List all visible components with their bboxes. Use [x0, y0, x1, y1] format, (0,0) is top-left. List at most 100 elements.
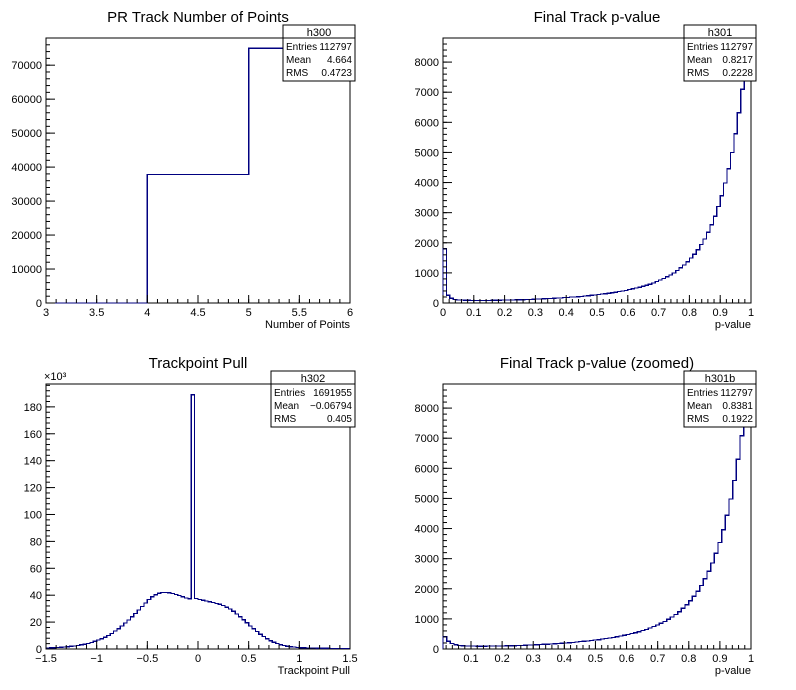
x-tick-label: 0.3	[528, 307, 543, 319]
stats-histogram-name: h301b	[705, 373, 736, 385]
stats-value: 112797	[720, 42, 753, 53]
y-tick-label: 60	[30, 563, 42, 575]
y-tick-label: 6000	[415, 117, 439, 129]
y-tick-label: 2000	[415, 584, 439, 596]
stats-label: Entries	[687, 42, 718, 53]
stats-value: 0.4723	[321, 68, 352, 79]
y-tick-label: 4000	[415, 524, 439, 536]
x-tick-label: 6	[347, 307, 353, 319]
y-tick-label: 3000	[415, 554, 439, 566]
stats-box: h301b Entries 112797 Mean 0.8381 RMS 0.1922	[683, 370, 757, 428]
x-tick-label: 1	[748, 653, 754, 665]
stats-box: h302 Entries 1691955 Mean −0.06794 RMS 0.405	[270, 370, 356, 428]
y-tick-label: 50000	[11, 128, 42, 140]
stats-value: 0.8217	[722, 55, 753, 66]
y-tick-label: 80	[30, 536, 42, 548]
x-tick-label: 4.5	[190, 307, 205, 319]
stats-label: Entries	[274, 388, 305, 399]
stats-label: Mean	[687, 55, 712, 66]
stats-box: h300 Entries 112797 Mean 4.664 RMS 0.4723	[282, 24, 356, 82]
y-tick-label: 7000	[415, 433, 439, 445]
y-tick-label: 120	[24, 483, 42, 495]
y-tick-label: 6000	[415, 463, 439, 475]
x-axis-label: Trackpoint Pull	[278, 665, 350, 677]
x-tick-label: 0.2	[494, 653, 509, 665]
y-tick-label: 180	[24, 402, 42, 414]
stats-label: RMS	[286, 68, 309, 79]
histogram-line	[45, 394, 350, 650]
stats-label: Mean	[687, 401, 712, 412]
x-tick-label: 1.5	[342, 653, 357, 665]
stats-value: 0.2228	[722, 68, 753, 79]
y-tick-label: 10000	[11, 264, 42, 276]
x-tick-label: 0.1	[463, 653, 478, 665]
stats-label: RMS	[687, 414, 710, 425]
stats-value: 1691955	[313, 388, 352, 399]
y-tick-label: 5000	[415, 493, 439, 505]
panel-title: Trackpoint Pull	[149, 355, 248, 372]
y-tick-label: 140	[24, 456, 42, 468]
x-tick-label: 0.5	[589, 307, 604, 319]
y-tick-label: 40000	[11, 162, 42, 174]
x-tick-label: 0.8	[681, 653, 696, 665]
stats-box: h301 Entries 112797 Mean 0.8217 RMS 0.2228	[683, 24, 757, 82]
x-tick-label: 0.4	[559, 307, 574, 319]
y-tick-label: 40	[30, 590, 42, 602]
y-tick-label: 5000	[415, 147, 439, 159]
histogram-line	[442, 383, 751, 649]
stats-label: Mean	[286, 55, 311, 66]
y-tick-label: 160	[24, 429, 42, 441]
x-tick-label: 0.3	[526, 653, 541, 665]
y-tick-label: 70000	[11, 60, 42, 72]
x-tick-label: 1	[748, 307, 754, 319]
x-tick-label: 0.1	[466, 307, 481, 319]
x-tick-label: 0	[440, 307, 446, 319]
y-tick-label: 30000	[11, 196, 42, 208]
x-tick-label: −1	[90, 653, 103, 665]
y-tick-label: 2000	[415, 238, 439, 250]
y-tick-label: 8000	[415, 57, 439, 69]
panel-title: PR Track Number of Points	[107, 9, 289, 26]
y-tick-label: 8000	[415, 403, 439, 415]
x-tick-label: 0.7	[650, 653, 665, 665]
stats-histogram-name: h300	[307, 27, 331, 39]
histogram-panel-4: Final Track p-value (zoomed) 0.1 0.2 0.3 0.4…	[415, 355, 757, 677]
y-tick-label: 0	[433, 644, 439, 656]
stats-label: RMS	[687, 68, 710, 79]
x-axis-label: Number of Points	[265, 319, 350, 331]
x-tick-label: 0	[195, 653, 201, 665]
y-tick-label: 4000	[415, 178, 439, 190]
histogram-panel-1: PR Track Number of Points 3 3.5 4 4.5 5 5.5 6 0 1…	[11, 9, 356, 331]
x-tick-label: 0.5	[588, 653, 603, 665]
y-tick-label: 1000	[415, 614, 439, 626]
stats-value: 112797	[319, 42, 352, 53]
y-tick-label: 1000	[415, 268, 439, 280]
x-tick-label: 3.5	[89, 307, 104, 319]
stats-value: −0.06794	[310, 401, 352, 412]
y-tick-label: 3000	[415, 208, 439, 220]
stats-label: Entries	[286, 42, 317, 53]
stats-label: Entries	[687, 388, 718, 399]
y-tick-label: 20000	[11, 230, 42, 242]
y-tick-label: 100	[24, 509, 42, 521]
x-tick-label: 0.6	[619, 653, 634, 665]
x-tick-label: −0.5	[136, 653, 158, 665]
x-tick-label: −1.5	[35, 653, 57, 665]
histogram-line	[46, 47, 350, 304]
x-axis-label: p-value	[715, 665, 751, 677]
panel-title: Final Track p-value	[534, 9, 661, 26]
x-tick-label: 1	[296, 653, 302, 665]
y-axis-exponent: ×10³	[44, 371, 67, 383]
stats-value: 0.8381	[722, 401, 753, 412]
x-tick-label: 0.8	[682, 307, 697, 319]
y-tick-label: 20	[30, 617, 42, 629]
stats-histogram-name: h301	[708, 27, 732, 39]
histogram-panel-3: Trackpoint Pull −1.5 −1 −0.5 0 0.5 1 1.5 0 20 40 60…	[24, 355, 358, 677]
stats-value: 0.405	[327, 414, 352, 425]
x-tick-label: 5.5	[292, 307, 307, 319]
y-tick-label: 7000	[415, 87, 439, 99]
x-axis-label: p-value	[715, 319, 751, 331]
x-tick-label: 0.9	[712, 653, 727, 665]
stats-value: 4.664	[327, 55, 352, 66]
stats-value: 112797	[720, 388, 753, 399]
